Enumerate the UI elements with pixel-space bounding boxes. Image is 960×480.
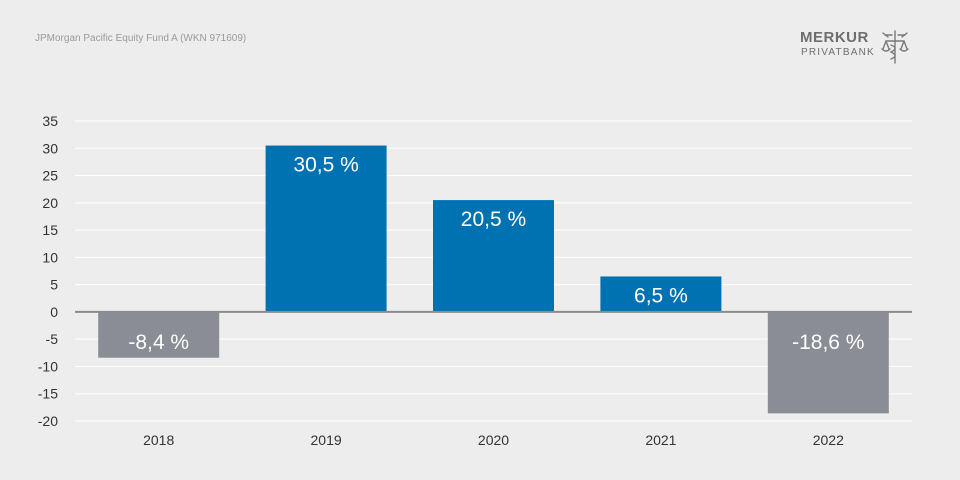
x-tick-label: 2021 <box>645 432 676 448</box>
bar <box>767 311 889 414</box>
y-tick-label: 20 <box>42 195 58 211</box>
data-label: 20,5 % <box>461 208 526 231</box>
x-tick-label: 2020 <box>478 432 509 448</box>
y-tick-label: 35 <box>42 113 58 129</box>
data-labels: -8,4 % 30,5 % 20,5 % 6,5 % -18,6 % <box>128 154 864 354</box>
merkur-privatbank-logo: MERKUR PRIVATBANK <box>800 29 920 69</box>
y-tick-label: -15 <box>38 386 58 402</box>
y-tick-label: -5 <box>46 331 59 347</box>
y-tick-label: 30 <box>42 140 58 156</box>
caduceus-scales-icon <box>881 30 909 64</box>
chart-subtitle: JPMorgan Pacific Equity Fund A (WKN 9716… <box>35 33 247 44</box>
y-tick-label: 25 <box>42 168 58 184</box>
y-tick-label: 15 <box>42 222 58 238</box>
y-tick-label: 0 <box>50 304 58 320</box>
logo-name: MERKUR <box>800 29 869 46</box>
y-tick-label: -20 <box>38 413 58 429</box>
y-tick-label: 10 <box>42 249 58 265</box>
bar <box>600 276 722 312</box>
bar <box>98 311 220 358</box>
bar <box>265 145 387 312</box>
y-axis-ticks: 35 30 25 20 15 10 5 0 -5 -10 -15 -20 <box>38 113 58 429</box>
data-label: 30,5 % <box>293 154 358 177</box>
x-tick-label: 2018 <box>143 432 174 448</box>
data-label: 6,5 % <box>634 284 688 307</box>
bar <box>433 200 554 312</box>
y-tick-label: -10 <box>38 358 58 374</box>
y-tick-label: 5 <box>50 277 58 293</box>
x-tick-label: 2019 <box>311 432 342 448</box>
data-label: -8,4 % <box>128 331 189 354</box>
bars <box>98 145 889 414</box>
x-tick-label: 2022 <box>813 432 844 448</box>
x-axis-ticks: 2018 2019 2020 2021 2022 <box>143 432 844 448</box>
logo-subname: PRIVATBANK <box>801 47 875 58</box>
data-label: -18,6 % <box>792 331 864 354</box>
